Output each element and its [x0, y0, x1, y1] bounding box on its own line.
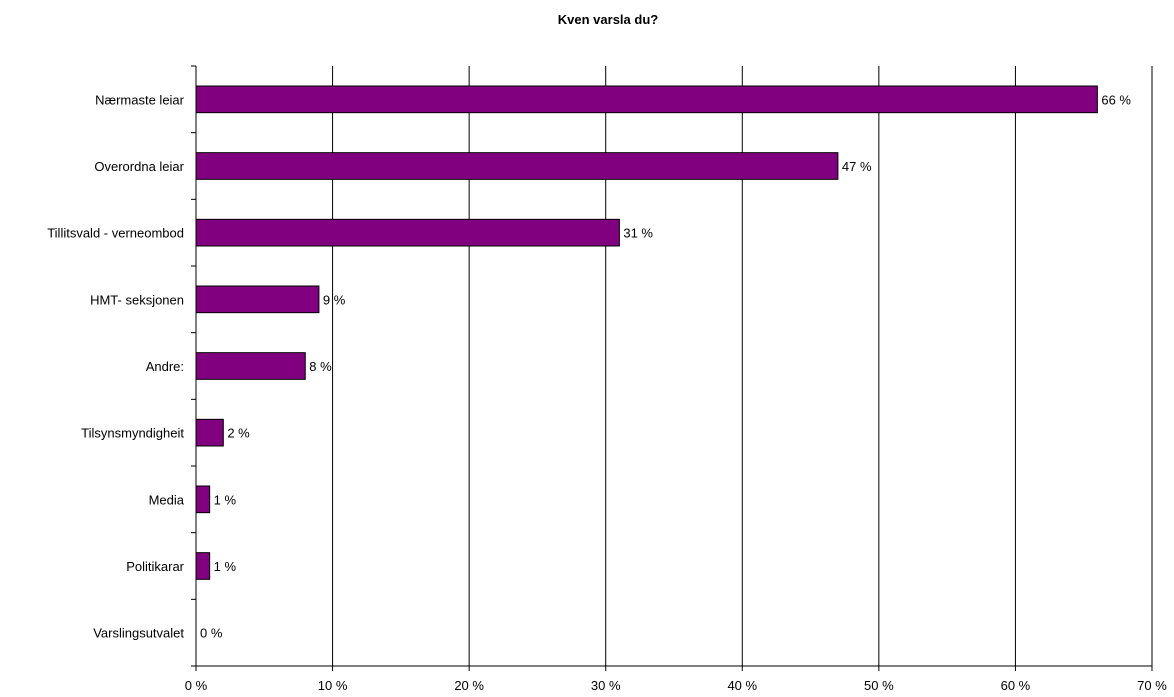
category-label: Media	[149, 492, 185, 507]
x-tick-label: 70 %	[1137, 678, 1167, 693]
data-label: 31 %	[623, 226, 653, 241]
x-tick-label: 30 %	[591, 678, 621, 693]
data-label: 2 %	[227, 426, 250, 441]
bar	[195, 218, 620, 247]
category-label: HMT- seksjonen	[90, 292, 184, 307]
x-tick-label: 50 %	[864, 678, 894, 693]
x-tick-label: 10 %	[318, 678, 348, 693]
category-label: Politikarar	[126, 559, 184, 574]
category-label: Varslingsutvalet	[93, 626, 184, 641]
category-label: Tilsynsmyndigheit	[81, 426, 184, 441]
data-label: 1 %	[214, 492, 237, 507]
category-label: Nærmaste leiar	[95, 92, 185, 107]
category-label: Andre:	[146, 359, 184, 374]
bars	[195, 85, 1098, 580]
bar	[195, 552, 211, 580]
x-tick-label: 40 %	[727, 678, 757, 693]
x-tick-label: 20 %	[454, 678, 484, 693]
x-tick-label: 60 %	[1001, 678, 1031, 693]
labels: 0 % 10 % 20 % 30 % 40 % 50 % 60 % 70 % Nærmaste …	[47, 92, 1167, 693]
bar	[195, 418, 224, 447]
bar	[195, 152, 839, 180]
data-label: 1 %	[214, 559, 237, 574]
data-label: 8 %	[309, 359, 332, 374]
bar	[195, 285, 320, 314]
x-tick-label: 0 %	[185, 678, 208, 693]
data-label: 9 %	[323, 292, 346, 307]
category-label: Tillitsvald - verneombod	[47, 226, 184, 241]
data-label: 47 %	[842, 159, 872, 174]
category-label: Overordna leiar	[94, 159, 184, 174]
data-label: 0 %	[200, 626, 223, 641]
bar	[195, 85, 1098, 114]
axes	[191, 65, 1153, 671]
bar	[195, 485, 211, 514]
data-label: 66 %	[1101, 92, 1131, 107]
bar	[195, 352, 306, 380]
chart-title: Kven varsla du?	[558, 12, 658, 27]
